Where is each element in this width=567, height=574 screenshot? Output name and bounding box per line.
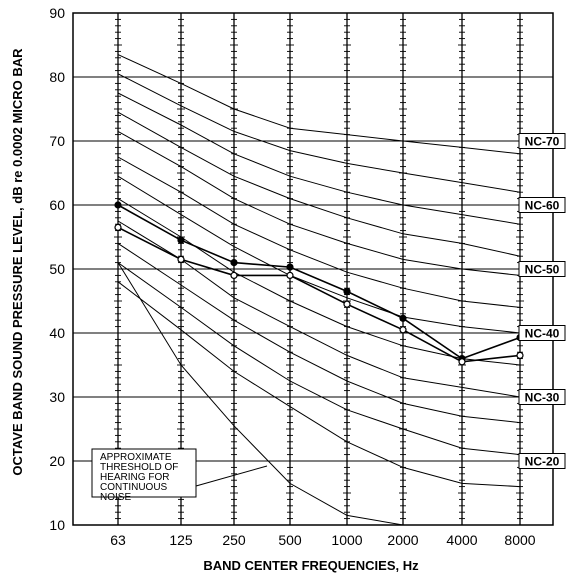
x-tick-label: 500 (278, 532, 302, 548)
nc-curve (117, 54, 521, 155)
y-tick-label: 20 (49, 453, 65, 469)
x-tick-label: 1000 (331, 532, 362, 548)
nc-label-box (518, 325, 566, 341)
series-point (516, 351, 524, 359)
nc-label: NC-30 (525, 391, 560, 405)
nc-curve (117, 281, 521, 488)
series-point (230, 259, 238, 267)
threshold-curve (117, 262, 404, 526)
y-tick-label: 90 (49, 5, 65, 21)
nc-curve (117, 242, 521, 424)
threshold-annotation-leader (195, 465, 268, 487)
tick-labels: 10 20 30 40 50 60 70 80 90 63 125 250 500 1000 2000 400… (49, 5, 535, 548)
series-point (177, 236, 185, 244)
x-tick-label: 8000 (504, 532, 535, 548)
series-point (177, 255, 185, 263)
nc-curves (117, 54, 521, 488)
series-point (230, 271, 238, 279)
x-tick-label: 2000 (387, 532, 418, 548)
threshold-annotation-line: NOISE (100, 492, 131, 503)
series-point (114, 201, 122, 209)
series-point (343, 300, 351, 308)
series-point (286, 271, 294, 279)
series-line (117, 226, 521, 363)
threshold-line (117, 262, 404, 526)
x-tick-label: 63 (110, 532, 126, 548)
series-point (343, 287, 351, 295)
nc-label-box (518, 197, 566, 213)
x-axis-title: BAND CENTER FREQUENCIES, Hz (203, 558, 419, 573)
nc-label: NC-20 (525, 455, 560, 469)
series-point (286, 263, 294, 271)
nc-label-box (518, 453, 566, 469)
y-tick-label: 60 (49, 197, 65, 213)
x-tick-label: 250 (222, 532, 246, 548)
threshold-annotation-box (91, 448, 197, 498)
nc-labels: NC-70 NC-60 NC-50 NC-40 NC-30 NC-20 (518, 133, 566, 469)
series-point (399, 326, 407, 334)
nc-curve (117, 156, 521, 308)
series-point (458, 358, 466, 366)
nc-curve (117, 262, 521, 456)
y-tick-label: 40 (49, 325, 65, 341)
threshold-annotation-line: THRESHOLD OF (100, 462, 178, 473)
nc-curve (117, 111, 521, 257)
threshold-annotation-line: HEARING FOR (100, 472, 169, 483)
nc-label: NC-60 (525, 199, 560, 213)
nc-label-box (518, 133, 566, 149)
nc-label-box (518, 261, 566, 277)
x-tick-label: 125 (169, 532, 193, 548)
threshold-annotation: APPROXIMATE THRESHOLD OF HEARING FOR CON… (91, 448, 268, 503)
nc-curve (117, 130, 521, 276)
threshold-annotation-line: APPROXIMATE (100, 452, 172, 463)
nc-curve (117, 73, 521, 193)
y-tick-label: 70 (49, 133, 65, 149)
y-tick-label: 80 (49, 69, 65, 85)
series-point (114, 223, 122, 231)
y-axis-title: OCTAVE BAND SOUND PRESSURE LEVEL, dB re … (10, 48, 25, 476)
y-tick-label: 30 (49, 389, 65, 405)
series-point (399, 314, 407, 322)
threshold-annotation-line: CONTINUOUS (100, 482, 168, 493)
nc-curve (117, 92, 521, 225)
series-line (117, 204, 521, 360)
nc-label: NC-50 (525, 263, 560, 277)
y-tick-label: 10 (49, 517, 65, 533)
nc-label: NC-70 (525, 135, 560, 149)
x-tick-label: 4000 (446, 532, 477, 548)
nc-curve (117, 175, 521, 334)
nc-label: NC-40 (525, 327, 560, 341)
nc-curve (117, 220, 521, 398)
y-tick-label: 50 (49, 261, 65, 277)
nc-label-box (518, 389, 566, 405)
grid-layer (72, 12, 554, 526)
